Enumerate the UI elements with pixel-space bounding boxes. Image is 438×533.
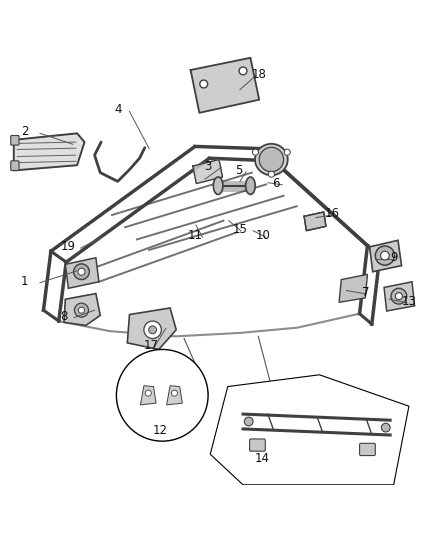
Circle shape bbox=[375, 246, 395, 265]
Text: 4: 4 bbox=[115, 103, 122, 116]
Circle shape bbox=[381, 423, 390, 432]
Circle shape bbox=[117, 350, 208, 441]
Circle shape bbox=[145, 390, 151, 396]
Circle shape bbox=[74, 303, 88, 317]
Polygon shape bbox=[64, 294, 100, 326]
Polygon shape bbox=[339, 274, 367, 302]
Circle shape bbox=[74, 264, 89, 280]
Text: 2: 2 bbox=[21, 125, 28, 138]
Polygon shape bbox=[141, 386, 156, 405]
Text: 17: 17 bbox=[144, 338, 159, 352]
Text: 6: 6 bbox=[272, 177, 279, 190]
Text: 9: 9 bbox=[390, 251, 397, 264]
Polygon shape bbox=[370, 240, 402, 272]
Polygon shape bbox=[210, 375, 409, 485]
Ellipse shape bbox=[213, 177, 223, 195]
Text: 19: 19 bbox=[61, 240, 76, 253]
Polygon shape bbox=[14, 133, 85, 171]
Text: 7: 7 bbox=[361, 286, 369, 299]
Circle shape bbox=[244, 417, 253, 426]
Text: 1: 1 bbox=[21, 275, 28, 288]
Polygon shape bbox=[191, 58, 259, 113]
Circle shape bbox=[144, 321, 161, 338]
Text: 10: 10 bbox=[255, 229, 270, 243]
Circle shape bbox=[259, 147, 284, 172]
Text: 14: 14 bbox=[255, 452, 270, 465]
Text: 11: 11 bbox=[187, 229, 202, 243]
Circle shape bbox=[268, 171, 275, 177]
Text: 15: 15 bbox=[233, 223, 247, 236]
Text: 5: 5 bbox=[235, 164, 242, 177]
FancyBboxPatch shape bbox=[11, 161, 19, 171]
Polygon shape bbox=[384, 282, 415, 311]
Circle shape bbox=[391, 288, 407, 304]
FancyBboxPatch shape bbox=[250, 439, 265, 451]
Ellipse shape bbox=[246, 177, 255, 195]
Text: 3: 3 bbox=[205, 159, 212, 173]
Circle shape bbox=[239, 67, 247, 75]
Text: 18: 18 bbox=[252, 68, 267, 81]
Text: 12: 12 bbox=[152, 424, 168, 437]
Circle shape bbox=[252, 149, 258, 155]
Circle shape bbox=[396, 293, 403, 300]
FancyBboxPatch shape bbox=[360, 443, 375, 456]
Circle shape bbox=[284, 149, 290, 155]
Text: 8: 8 bbox=[60, 310, 68, 323]
Circle shape bbox=[171, 390, 177, 396]
Polygon shape bbox=[166, 386, 182, 405]
Polygon shape bbox=[193, 159, 223, 183]
Circle shape bbox=[78, 307, 85, 313]
Ellipse shape bbox=[255, 144, 288, 175]
Circle shape bbox=[381, 251, 389, 260]
Circle shape bbox=[78, 268, 85, 275]
Polygon shape bbox=[127, 308, 176, 350]
Text: 13: 13 bbox=[402, 295, 417, 308]
Circle shape bbox=[200, 80, 208, 88]
FancyBboxPatch shape bbox=[11, 135, 19, 145]
Circle shape bbox=[149, 326, 156, 334]
Text: 16: 16 bbox=[325, 207, 340, 220]
Polygon shape bbox=[65, 258, 99, 288]
Polygon shape bbox=[304, 212, 326, 231]
